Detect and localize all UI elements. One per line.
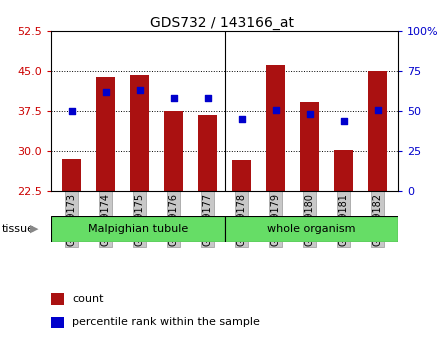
Bar xyxy=(225,216,398,242)
Point xyxy=(306,112,313,117)
Bar xyxy=(267,65,285,191)
Point xyxy=(238,117,245,122)
Bar xyxy=(51,216,225,242)
Text: whole organism: whole organism xyxy=(267,224,356,234)
Text: ▶: ▶ xyxy=(30,224,39,234)
Bar xyxy=(232,160,251,191)
Bar xyxy=(300,102,319,191)
Bar xyxy=(164,111,183,191)
Bar xyxy=(198,115,217,191)
Bar xyxy=(130,76,149,191)
Text: percentile rank within the sample: percentile rank within the sample xyxy=(72,317,260,327)
Point xyxy=(272,107,279,112)
Text: tissue: tissue xyxy=(2,224,35,234)
Bar xyxy=(51,293,65,305)
Bar xyxy=(51,317,65,328)
Point xyxy=(68,108,75,114)
Point xyxy=(136,88,143,93)
Text: GDS732 / 143166_at: GDS732 / 143166_at xyxy=(150,16,295,30)
Bar xyxy=(368,71,387,191)
Point xyxy=(170,96,177,101)
Point xyxy=(374,107,381,112)
Text: Malpighian tubule: Malpighian tubule xyxy=(88,224,188,234)
Bar xyxy=(96,77,115,191)
Point xyxy=(204,96,211,101)
Bar xyxy=(335,150,353,191)
Point xyxy=(102,89,109,95)
Text: count: count xyxy=(72,294,104,304)
Bar xyxy=(62,159,81,191)
Point xyxy=(340,118,348,124)
